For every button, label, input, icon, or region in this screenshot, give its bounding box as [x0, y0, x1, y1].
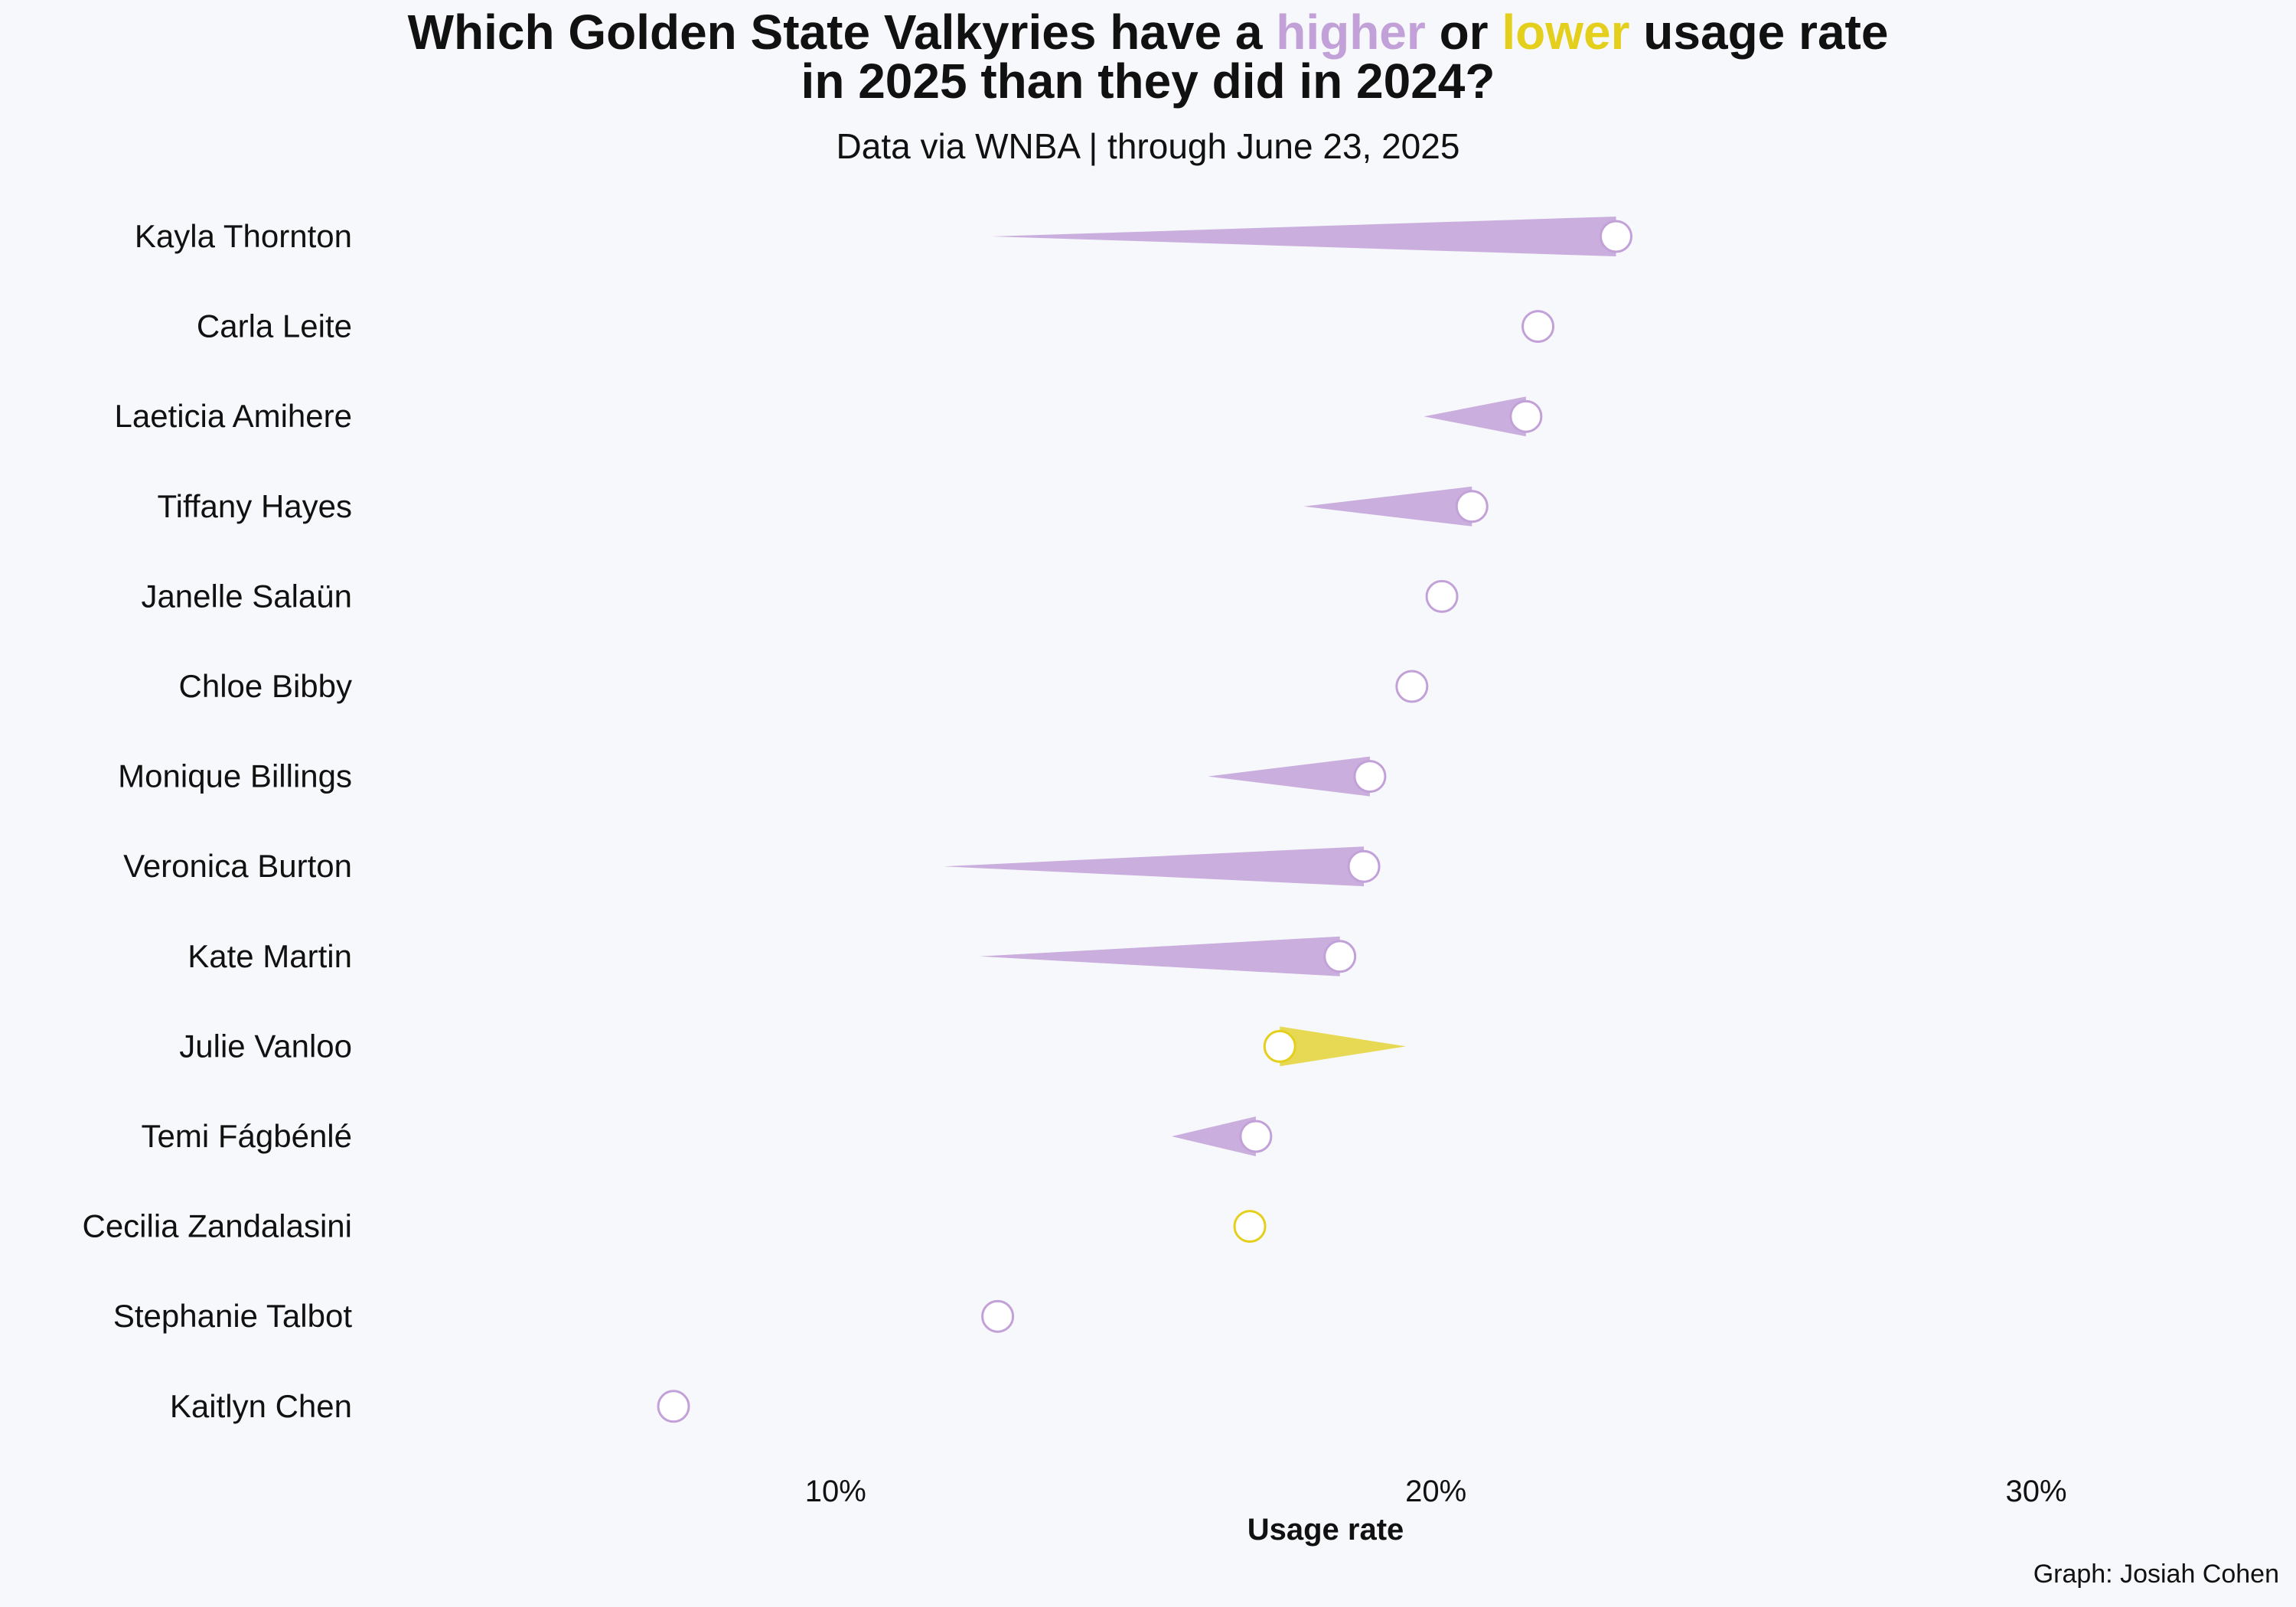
chart-title-line1: Which Golden State Valkyries have a high…	[0, 8, 2296, 57]
point-2025-stephanie-talbot	[981, 1299, 1015, 1333]
title-text-between: or	[1425, 5, 1502, 60]
player-label-carla-leite: Carla Leite	[197, 308, 352, 344]
point-2025-kaitlyn-chen	[657, 1390, 690, 1423]
point-2025-carla-leite	[1521, 310, 1555, 344]
wedge-monique-billings	[1208, 756, 1370, 797]
player-label-chloe-bibby: Chloe Bibby	[179, 668, 352, 704]
point-2025-cecilia-zandalasini	[1233, 1210, 1267, 1244]
player-label-julie-vanloo: Julie Vanloo	[179, 1028, 352, 1064]
chart-subtitle: Data via WNBA | through June 23, 2025	[836, 126, 1460, 166]
player-labels: Kayla Thornton Carla Leite Laeticia Amiher…	[82, 218, 352, 1424]
player-label-janelle-salaun: Janelle Salaün	[141, 578, 352, 614]
player-label-monique-billings: Monique Billings	[118, 758, 352, 794]
change-wedges	[944, 217, 1616, 1156]
x-axis-title: Usage rate	[1247, 1513, 1404, 1547]
title-text-before: Which Golden State Valkyries have a	[407, 5, 1277, 60]
wedge-temi-fagbenle	[1172, 1116, 1256, 1156]
chart-title: Which Golden State Valkyries have a high…	[0, 8, 2296, 106]
title-highlight-lower: lower	[1502, 5, 1630, 60]
point-2025-temi-fagbenle	[1239, 1120, 1273, 1153]
x-tick-label: 10%	[805, 1475, 866, 1508]
point-2025-julie-vanloo	[1263, 1029, 1296, 1063]
player-label-laeticia-amihere: Laeticia Amihere	[114, 398, 352, 434]
point-2025-janelle-salaun	[1425, 579, 1459, 613]
x-tick-label: 20%	[1405, 1475, 1466, 1508]
x-axis-ticks: 10% 20% 30%	[805, 1475, 2067, 1508]
graph-credit: Graph: Josiah Cohen	[2033, 1560, 2279, 1589]
player-label-stephanie-talbot: Stephanie Talbot	[113, 1298, 352, 1334]
wedge-kayla-thornton	[991, 217, 1616, 256]
point-2025-kate-martin	[1323, 940, 1357, 973]
title-text-after: usage rate	[1629, 5, 1889, 60]
point-2025-veronica-burton	[1347, 849, 1381, 883]
point-2025-chloe-bibby	[1395, 670, 1429, 703]
title-highlight-higher: higher	[1276, 5, 1426, 60]
player-label-veronica-burton: Veronica Burton	[123, 848, 352, 884]
chart-title-line2: in 2025 than they did in 2024?	[801, 54, 1495, 109]
player-label-tiffany-hayes: Tiffany Hayes	[158, 488, 352, 524]
player-label-temi-fagbenle: Temi Fágbénlé	[142, 1118, 352, 1154]
points-2025	[657, 220, 1632, 1423]
player-label-kaitlyn-chen: Kaitlyn Chen	[170, 1388, 352, 1424]
x-tick-label: 30%	[2006, 1475, 2067, 1508]
player-label-kayla-thornton: Kayla Thornton	[135, 218, 352, 254]
wedge-tiffany-hayes	[1303, 486, 1473, 526]
point-2025-kayla-thornton	[1600, 220, 1632, 253]
player-label-kate-martin: Kate Martin	[188, 938, 352, 974]
point-2025-tiffany-hayes	[1455, 490, 1489, 523]
wedge-julie-vanloo	[1280, 1026, 1406, 1067]
wedge-veronica-burton	[944, 846, 1365, 887]
point-2025-laeticia-amihere	[1509, 399, 1543, 433]
wedge-kate-martin	[980, 936, 1340, 976]
point-2025-monique-billings	[1353, 760, 1387, 794]
wedge-laeticia-amihere	[1424, 396, 1526, 437]
player-label-cecilia-zandalasini: Cecilia Zandalasini	[82, 1208, 352, 1244]
